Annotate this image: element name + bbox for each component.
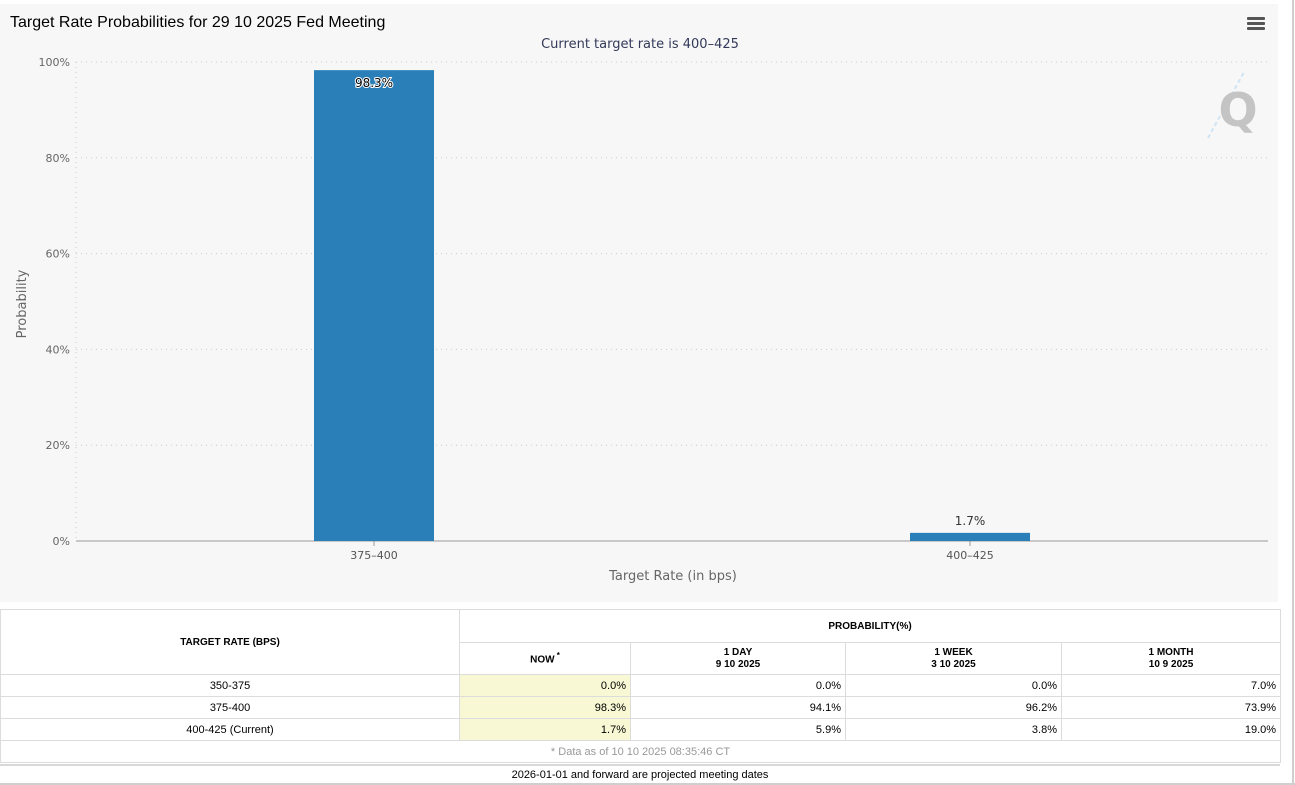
table-shadow <box>0 764 1280 766</box>
y-tick-label: 60% <box>46 248 70 261</box>
row-rate: 375-400 <box>0 696 460 719</box>
probability-table: TARGET RATE (BPS) PROBABILITY(%) NOW * 1… <box>0 609 1282 763</box>
x-tick-label: 400–425 <box>946 549 994 562</box>
data-timestamp-footnote: * Data as of 10 10 2025 08:35:46 CT <box>0 740 1282 763</box>
y-tick-label: 20% <box>46 439 70 452</box>
row-now: 98.3% <box>459 696 631 719</box>
window-right-border <box>1292 0 1294 785</box>
chart-title: Target Rate Probabilities for 29 10 2025… <box>10 14 386 31</box>
hamburger-menu-icon[interactable] <box>1247 17 1265 31</box>
row-1-month: 19.0% <box>1060 718 1282 741</box>
bar[interactable] <box>910 532 1030 541</box>
q-logo-watermark: Q <box>1207 71 1258 139</box>
x-tick-label: 375–400 <box>350 549 398 562</box>
row-now: 1.7% <box>459 718 631 741</box>
header-1-day: 1 DAY 9 10 2025 <box>630 642 846 675</box>
x-axis-label: Target Rate (in bps) <box>608 569 737 584</box>
chart-svg: Current target rate is 400–425 0% 20% 40% 6… <box>15 37 1268 584</box>
header-1-week: 1 WEEK 3 10 2025 <box>845 642 1062 675</box>
bar[interactable] <box>314 70 434 541</box>
table-footnote-row: * Data as of 10 10 2025 08:35:46 CT <box>0 740 1282 763</box>
row-rate: 400-425 (Current) <box>0 718 460 741</box>
row-1-day: 94.1% <box>630 696 846 719</box>
svg-text:Q: Q <box>1218 83 1257 137</box>
header-1-month: 1 MONTH 10 9 2025 <box>1060 642 1282 675</box>
data-label: 98.3% <box>355 76 393 90</box>
data-label: 1.7% <box>955 514 986 528</box>
y-tick-label: 40% <box>46 343 70 356</box>
table-row: 400-425 (Current) 1.7% 5.9% 3.8% 19.0% <box>0 718 1282 741</box>
table-row: 350-375 0.0% 0.0% 0.0% 7.0% <box>0 674 1282 697</box>
row-1-month: 73.9% <box>1060 696 1282 719</box>
window-bottom-border <box>0 783 1295 785</box>
projected-dates-note: 2026-01-01 and forward are projected mee… <box>511 769 769 781</box>
row-1-week: 0.0% <box>845 674 1062 697</box>
row-1-week: 96.2% <box>845 696 1062 719</box>
header-now: NOW * <box>459 642 631 675</box>
probability-table-wrap: TARGET RATE (BPS) PROBABILITY(%) NOW * 1… <box>0 609 1282 763</box>
row-1-month: 7.0% <box>1060 674 1282 697</box>
y-tick-label: 0% <box>53 535 70 548</box>
table-row: 375-400 98.3% 94.1% 96.2% 73.9% <box>0 696 1282 719</box>
chart-panel: Target Rate Probabilities for 29 10 2025… <box>0 4 1278 602</box>
header-probability: PROBABILITY(%) <box>458 609 1282 643</box>
header-target-rate: TARGET RATE (BPS) <box>0 609 460 675</box>
y-tick-label: 80% <box>46 152 70 165</box>
row-1-week: 3.8% <box>845 718 1062 741</box>
y-axis-label: Probability <box>15 269 30 338</box>
y-tick-label: 100% <box>39 56 70 69</box>
row-1-day: 5.9% <box>630 718 846 741</box>
row-now: 0.0% <box>459 674 631 697</box>
chart-subtitle: Current target rate is 400–425 <box>541 37 739 52</box>
row-rate: 350-375 <box>0 674 460 697</box>
row-1-day: 0.0% <box>630 674 846 697</box>
